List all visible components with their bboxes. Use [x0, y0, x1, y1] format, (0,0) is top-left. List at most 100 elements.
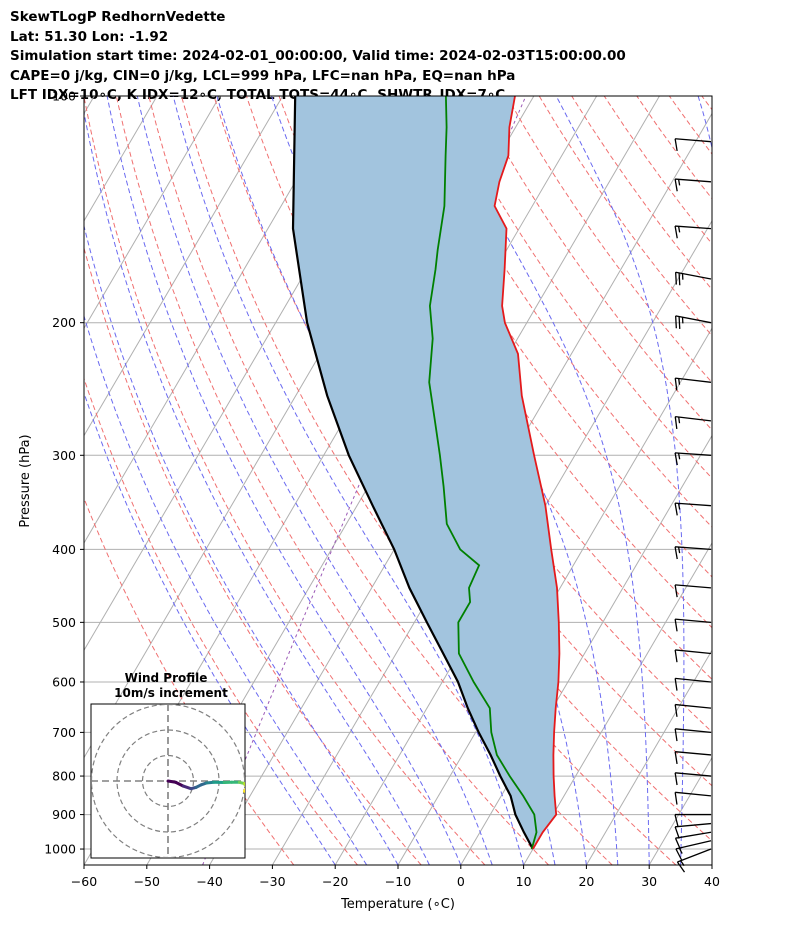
y-axis-label: Pressure (hPa) [18, 434, 33, 527]
x-tick-label: 30 [641, 874, 657, 889]
wind-barb [674, 225, 712, 239]
y-tick-label: 400 [52, 542, 76, 557]
y-tick-label: 300 [52, 448, 76, 463]
wind-barb [674, 584, 712, 598]
isotherm [585, 649, 712, 865]
mixing-ratio-line [202, 96, 527, 865]
x-axis-label: Temperature (∘C) [340, 897, 455, 912]
isotherm [334, 219, 712, 865]
profiles [291, 96, 561, 850]
isotherm [775, 96, 794, 865]
isotherm [711, 864, 712, 865]
inset-title: Wind Profile [125, 671, 208, 685]
inset-subtitle: 10m/s increment [114, 686, 228, 700]
hodograph-inset: Wind Profile 10m/s increment [90, 671, 246, 859]
wind-barb [674, 452, 712, 466]
moist-adiabat [136, 96, 493, 865]
moist-adiabat [555, 96, 685, 865]
dry-adiabat [84, 377, 358, 865]
wind-barb [674, 677, 712, 691]
temperature-line [493, 96, 561, 850]
cape-line: CAPE=0 j/kg, CIN=0 j/kg, LCL=999 hPa, LF… [10, 67, 516, 84]
x-tick-label: −60 [71, 874, 97, 889]
y-tick-label: 600 [52, 674, 76, 689]
wind-barb [674, 649, 712, 663]
wind-barb [674, 271, 712, 286]
moist-adiabat [84, 109, 430, 865]
wind-barb [674, 751, 712, 765]
isotherm [397, 327, 712, 865]
dry-adiabat [636, 96, 712, 200]
wind-barb [674, 415, 712, 429]
isotherm [84, 96, 95, 115]
wind-barb [674, 728, 712, 742]
dry-adiabat [84, 96, 486, 865]
dry-adiabat [701, 96, 712, 111]
x-tick-label: 0 [457, 874, 465, 889]
isotherm [84, 96, 284, 437]
y-tick-label: 800 [52, 769, 76, 784]
x-tick-label: −20 [322, 874, 348, 889]
moist-adiabat [106, 96, 462, 865]
y-tick-label: 200 [52, 315, 76, 330]
moist-adiabat [433, 96, 650, 865]
wind-barb [674, 822, 712, 839]
hodograph-segment [243, 787, 245, 793]
isotherm [648, 756, 712, 865]
moist-adiabat [84, 391, 336, 865]
dewpoint-line [428, 96, 538, 850]
wind-barb [674, 546, 712, 560]
x-tick-label: −50 [134, 874, 160, 889]
cape-cin-shading [293, 96, 560, 849]
x-tick-label: −30 [259, 874, 285, 889]
time-line: Simulation start time: 2024-02-01_00:00:… [10, 48, 626, 64]
chart-header: SkewTLogP RedhornVedette Lat: 51.30 Lon:… [10, 8, 626, 106]
wind-barb [674, 315, 712, 329]
x-tick-label: 10 [516, 874, 532, 889]
wind-barb [676, 848, 712, 873]
dry-adiabat [148, 96, 613, 865]
x-tick-label: 40 [704, 874, 720, 889]
wind-barb [674, 831, 712, 850]
location-line: Lat: 51.30 Lon: -1.92 [10, 28, 169, 45]
x-tick-label: −40 [196, 874, 222, 889]
y-axis: 1000 900 800 700 600 500 400 300 200 100 [44, 89, 84, 857]
dry-adiabat [668, 96, 712, 155]
wind-barb [674, 772, 712, 786]
y-tick-label: 900 [52, 807, 76, 822]
wind-barb [674, 813, 711, 827]
x-axis: −60 −50 −40 −30 −20 −10 0 10 20 30 40 [71, 865, 720, 889]
wind-barb [674, 178, 712, 192]
hodograph-ring [91, 704, 245, 858]
hodograph-segment [243, 782, 245, 788]
y-tick-label: 100 [52, 89, 76, 104]
dry-adiabat [441, 96, 712, 479]
wind-barb [674, 703, 712, 717]
dry-adiabat [603, 96, 712, 245]
wind-barb [674, 791, 712, 805]
chart-title: SkewTLogP RedhornVedette [10, 9, 226, 25]
moist-adiabat [172, 96, 525, 865]
wind-barbs [674, 138, 712, 873]
isotherm [523, 541, 712, 865]
wind-barb [674, 138, 712, 152]
x-tick-label: −10 [385, 874, 411, 889]
moist-adiabat [84, 314, 368, 865]
wind-barb [674, 618, 712, 632]
moist-adiabat [84, 224, 399, 865]
y-tick-label: 700 [52, 725, 76, 740]
dry-adiabat [84, 497, 295, 865]
moist-adiabat [697, 96, 712, 865]
x-tick-label: 20 [578, 874, 594, 889]
dry-adiabat [115, 96, 549, 865]
wind-barb [675, 840, 712, 861]
y-tick-label: 1000 [44, 842, 76, 857]
parcel-profile-line [291, 96, 534, 850]
isotherm [84, 96, 221, 330]
wind-barb [674, 502, 712, 516]
isotherm [84, 96, 346, 544]
y-tick-label: 500 [52, 615, 76, 630]
dry-adiabat [734, 96, 794, 865]
wind-barb [674, 377, 712, 391]
